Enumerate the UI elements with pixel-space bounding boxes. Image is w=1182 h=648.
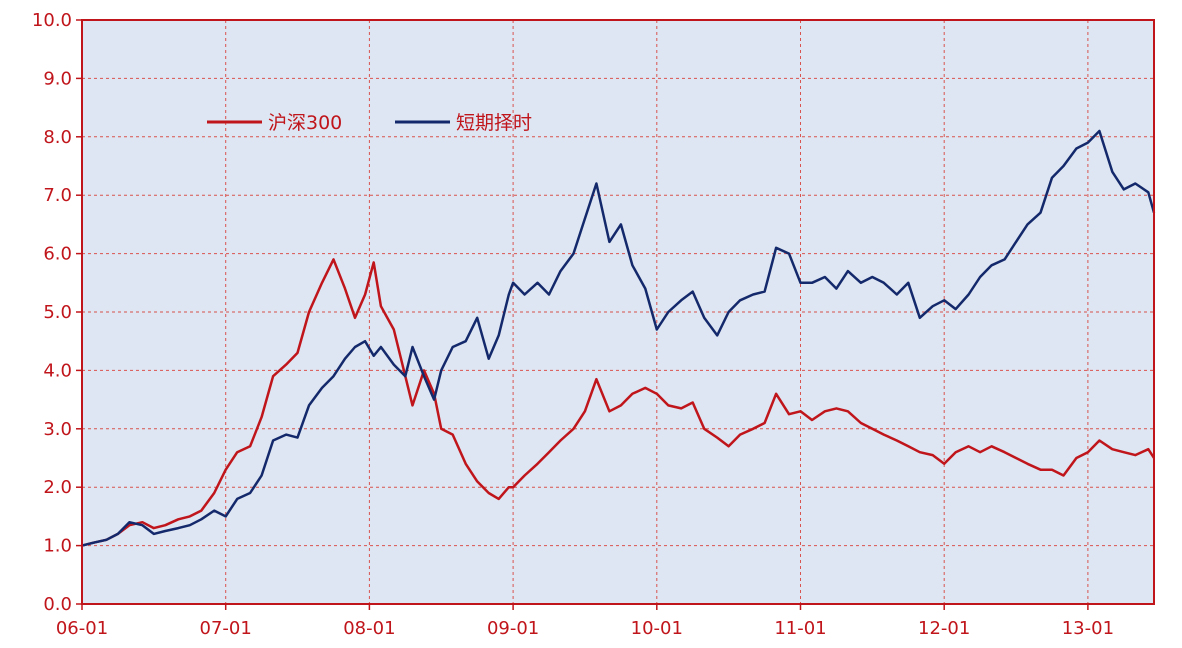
- y-tick-label: 8.0: [43, 127, 72, 148]
- x-tick-label: 09-01: [487, 618, 539, 639]
- legend-label-hs300: 沪深300: [268, 112, 342, 134]
- legend: 沪深300 短期择时: [207, 112, 532, 134]
- gridlines: [82, 20, 1154, 604]
- y-tick-label: 0.0: [43, 594, 72, 615]
- x-axis: 06-01 07-01 08-01 09-01 10-01 11-01 12-01 13-01: [56, 604, 1114, 639]
- legend-label-timing: 短期择时: [456, 112, 532, 134]
- y-tick-label: 3.0: [43, 419, 72, 440]
- series-line-hs300: [81, 258, 1156, 547]
- y-tick-label: 10.0: [32, 10, 72, 31]
- y-tick-label: 7.0: [43, 185, 72, 206]
- x-tick-label: 07-01: [200, 618, 252, 639]
- x-tick-label: 10-01: [631, 618, 683, 639]
- x-tick-label: 08-01: [343, 618, 395, 639]
- y-axis: 0.0 1.0 2.0 3.0 4.0 5.0 6.0 7.0 8.0 9.0 10.0: [32, 10, 82, 615]
- series-group: [81, 129, 1156, 547]
- x-tick-label: 13-01: [1062, 618, 1114, 639]
- y-tick-label: 6.0: [43, 244, 72, 265]
- x-tick-label: 12-01: [918, 618, 970, 639]
- y-tick-label: 5.0: [43, 302, 72, 323]
- x-tick-label: 06-01: [56, 618, 108, 639]
- y-tick-label: 2.0: [43, 477, 72, 498]
- x-tick-label: 11-01: [774, 618, 826, 639]
- y-tick-label: 4.0: [43, 360, 72, 381]
- y-tick-label: 9.0: [43, 68, 72, 89]
- y-tick-label: 1.0: [43, 536, 72, 557]
- series-line-timing: [81, 129, 1156, 547]
